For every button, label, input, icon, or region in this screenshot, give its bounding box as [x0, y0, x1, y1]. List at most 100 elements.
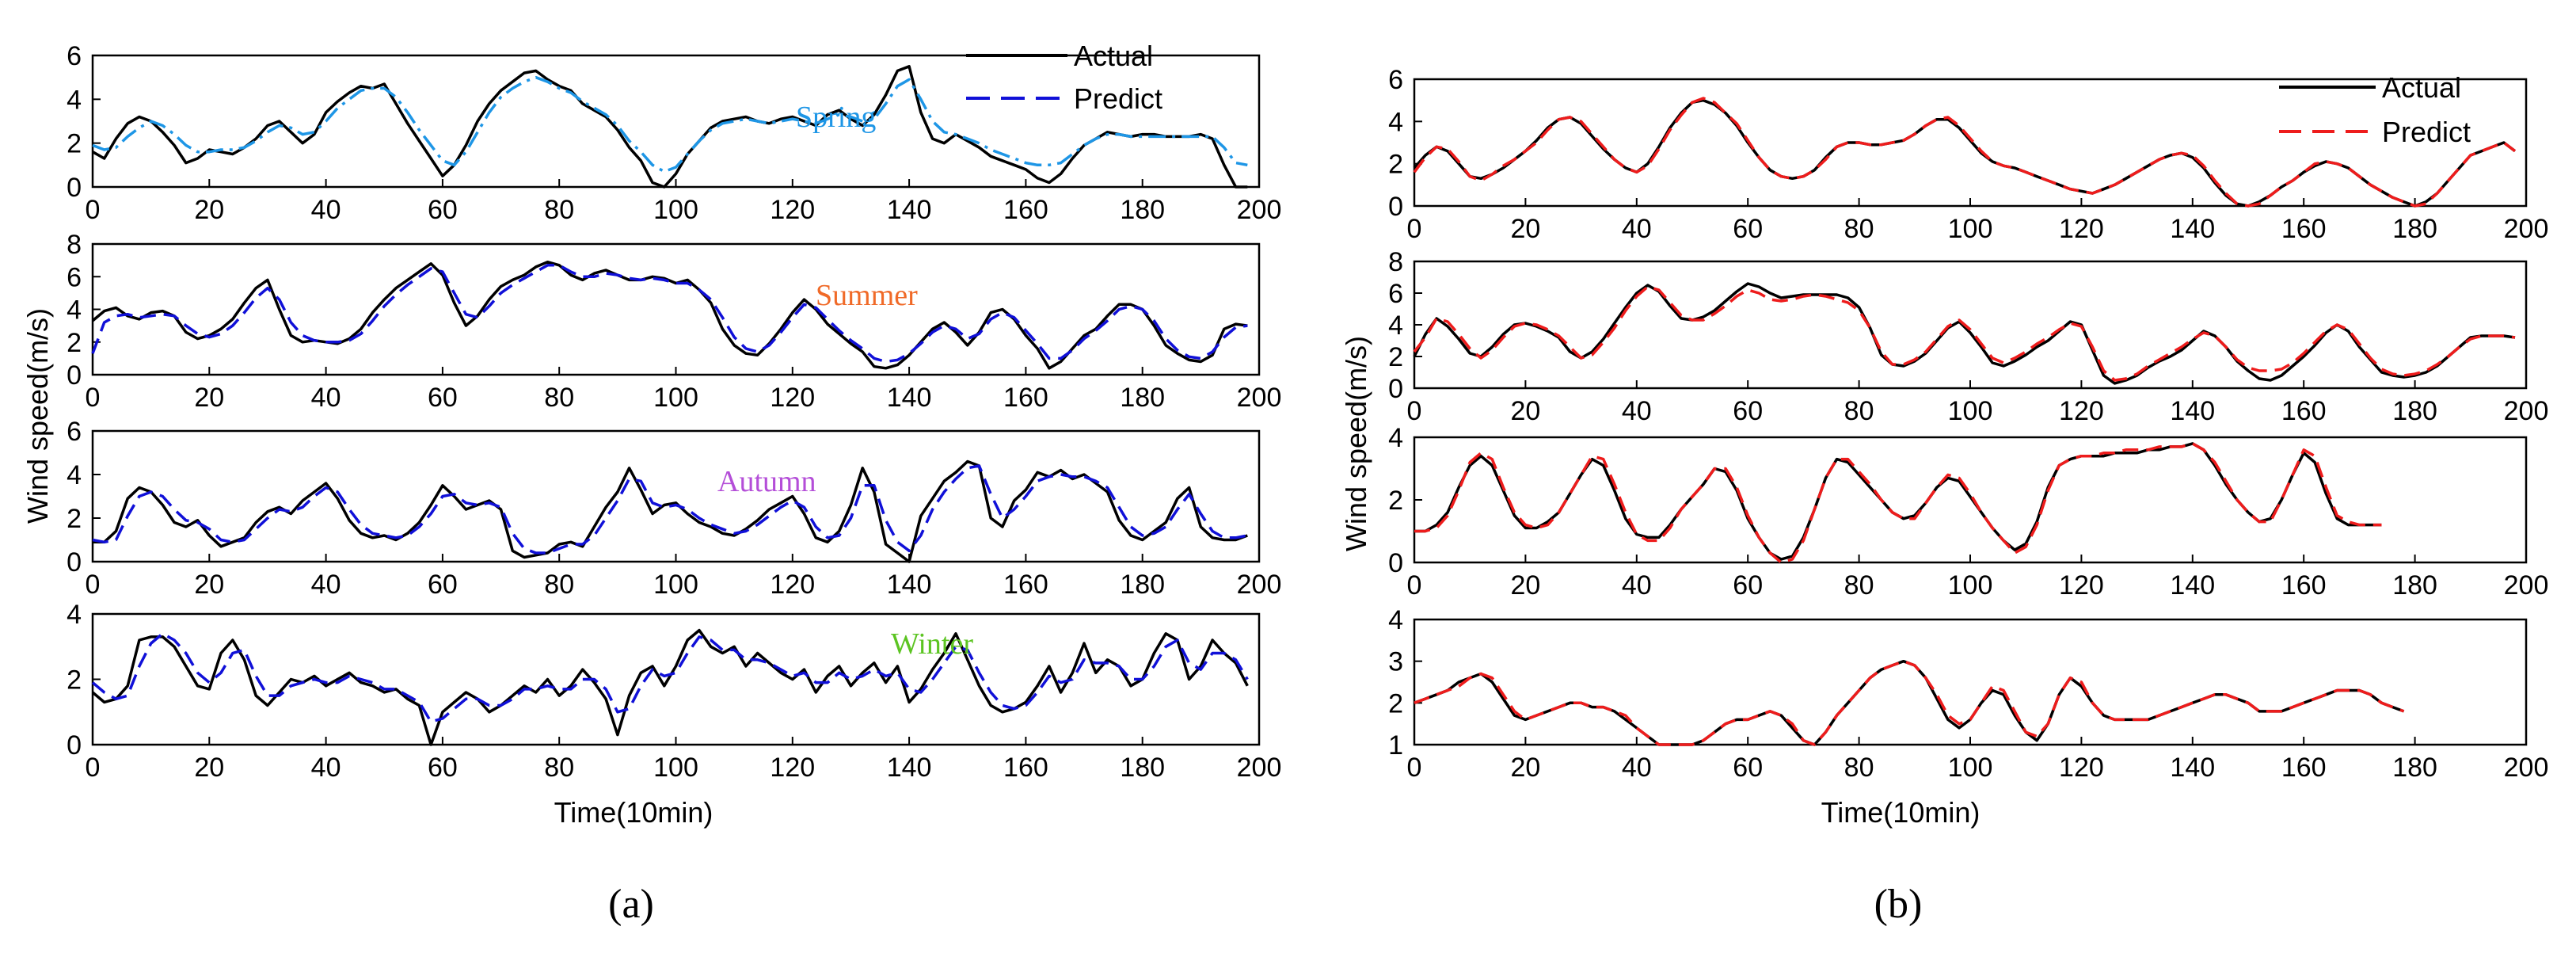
x-tick-label: 100: [1948, 396, 1993, 426]
x-tick-label: 160: [1003, 383, 1048, 413]
x-tick-label: 180: [2392, 753, 2437, 783]
x-tick-label: 80: [1844, 753, 1874, 783]
x-tick-label: 20: [194, 383, 224, 413]
x-tick-label: 140: [887, 753, 932, 783]
subplot-b-3: 0 20 40 60 80 100 120 140 160 180 200 0 2 4: [1388, 423, 2548, 600]
x-tick-label: 80: [1844, 570, 1874, 600]
x-tick-label: 80: [544, 383, 574, 413]
series-line-actual: [1413, 282, 2516, 385]
x-tick-label: 120: [2059, 396, 2104, 426]
x-tick-label: 180: [1120, 383, 1165, 413]
y-tick-label: 0: [67, 547, 82, 578]
x-tick-label: 160: [1003, 570, 1048, 600]
x-tick-label: 0: [86, 383, 101, 413]
x-tick-label: 40: [311, 383, 341, 413]
panel-label-b: (b): [1874, 882, 1923, 927]
series-line-predict: [1414, 659, 2405, 746]
y-tick-label: 6: [1388, 279, 1403, 309]
y-tick-label: 2: [67, 129, 82, 159]
x-tick-label: 100: [653, 383, 698, 413]
y-tick-label: 2: [67, 665, 82, 696]
x-tick-label: 100: [1948, 753, 1993, 783]
x-tick-label: 0: [86, 570, 101, 600]
x-tick-label: 100: [1948, 214, 1993, 244]
x-tick-label: 100: [653, 753, 698, 783]
series-line-predict: [1413, 285, 2516, 382]
legend-a-predict-label: Predict: [1074, 82, 1162, 115]
x-tick-label: 100: [653, 195, 698, 225]
x-tick-label: 160: [1003, 753, 1048, 783]
series-line-predict: [1414, 442, 2382, 564]
x-tick-label: 40: [311, 753, 341, 783]
x-tick-label: 140: [2170, 570, 2215, 600]
x-tick-label: 200: [2504, 396, 2549, 426]
x-tick-label: 0: [1407, 570, 1422, 600]
y-tick-label: 6: [67, 417, 82, 447]
x-tick-label: 160: [2281, 214, 2327, 244]
x-tick-label: 60: [428, 195, 458, 225]
x-tick-label: 200: [2504, 214, 2549, 244]
series-line-actual: [1414, 442, 2382, 561]
y-tick-label: 4: [67, 460, 82, 490]
x-tick-label: 80: [544, 753, 574, 783]
x-tick-label: 120: [770, 383, 815, 413]
subplot-b-1: 0 20 40 60 80 100 120 140 160 180 200 0 2 4 6: [1388, 65, 2548, 244]
y-tick-label: 4: [1388, 107, 1403, 137]
x-tick-label: 20: [1510, 570, 1540, 600]
y-tick-label: 4: [1388, 605, 1403, 635]
x-tick-label: 100: [1948, 570, 1993, 600]
legend-b-actual-label: Actual: [2382, 71, 2461, 104]
x-tick-label: 180: [2392, 214, 2437, 244]
x-tick-label: 80: [1844, 214, 1874, 244]
x-tick-label: 60: [1733, 570, 1763, 600]
season-label-winter: Winter: [891, 627, 973, 661]
y-tick-label: 6: [1388, 65, 1403, 95]
axes-frame: [91, 242, 1261, 376]
y-tick-label: 4: [1388, 423, 1403, 453]
x-tick-label: 160: [2281, 753, 2327, 783]
x-tick-label: 60: [428, 753, 458, 783]
x-tick-label: 140: [2170, 753, 2215, 783]
x-tick-label: 60: [428, 570, 458, 600]
y-tick-label: 4: [1388, 311, 1403, 341]
season-label-summer: Summer: [816, 279, 918, 312]
axes-frame: [1413, 78, 2528, 208]
y-tick-label: 3: [1388, 647, 1403, 677]
x-tick-label: 100: [653, 570, 698, 600]
x-tick-label: 80: [544, 570, 574, 600]
axes-frame: [1413, 260, 2528, 390]
x-tick-label: 20: [1510, 396, 1540, 426]
x-tick-label: 120: [2059, 214, 2104, 244]
x-tick-label: 120: [2059, 753, 2104, 783]
y-tick-label: 2: [1388, 486, 1403, 516]
series-line-predict: [91, 632, 1249, 723]
x-tick-label: 160: [2281, 396, 2327, 426]
y-tick-label: 8: [1388, 247, 1403, 277]
series-line-predict: [92, 464, 1248, 555]
y-axis-label-b: Wind speed(m/s): [1340, 336, 1372, 551]
y-tick-label: 4: [67, 600, 82, 630]
series-line-actual: [92, 65, 1248, 189]
x-tick-label: 0: [86, 195, 101, 225]
y-tick-label: 2: [1388, 688, 1403, 719]
x-tick-label: 160: [2281, 570, 2327, 600]
x-tick-label: 0: [86, 753, 101, 783]
series-line-actual: [91, 260, 1248, 370]
x-tick-label: 180: [1120, 195, 1165, 225]
x-tick-label: 200: [1237, 195, 1282, 225]
x-tick-label: 120: [770, 195, 815, 225]
x-axis-label-b: Time(10min): [1821, 796, 1981, 829]
season-label-spring: Spring: [796, 101, 876, 134]
season-label-autumn: Autumn: [717, 465, 816, 498]
series-line-predict: [1413, 97, 2517, 208]
x-tick-label: 200: [1237, 570, 1282, 600]
x-tick-label: 0: [1407, 214, 1422, 244]
x-tick-label: 20: [194, 570, 224, 600]
x-tick-label: 60: [1733, 396, 1763, 426]
x-tick-label: 160: [1003, 195, 1048, 225]
x-tick-label: 20: [1510, 753, 1540, 783]
x-tick-label: 120: [2059, 570, 2104, 600]
x-tick-label: 40: [1622, 570, 1652, 600]
